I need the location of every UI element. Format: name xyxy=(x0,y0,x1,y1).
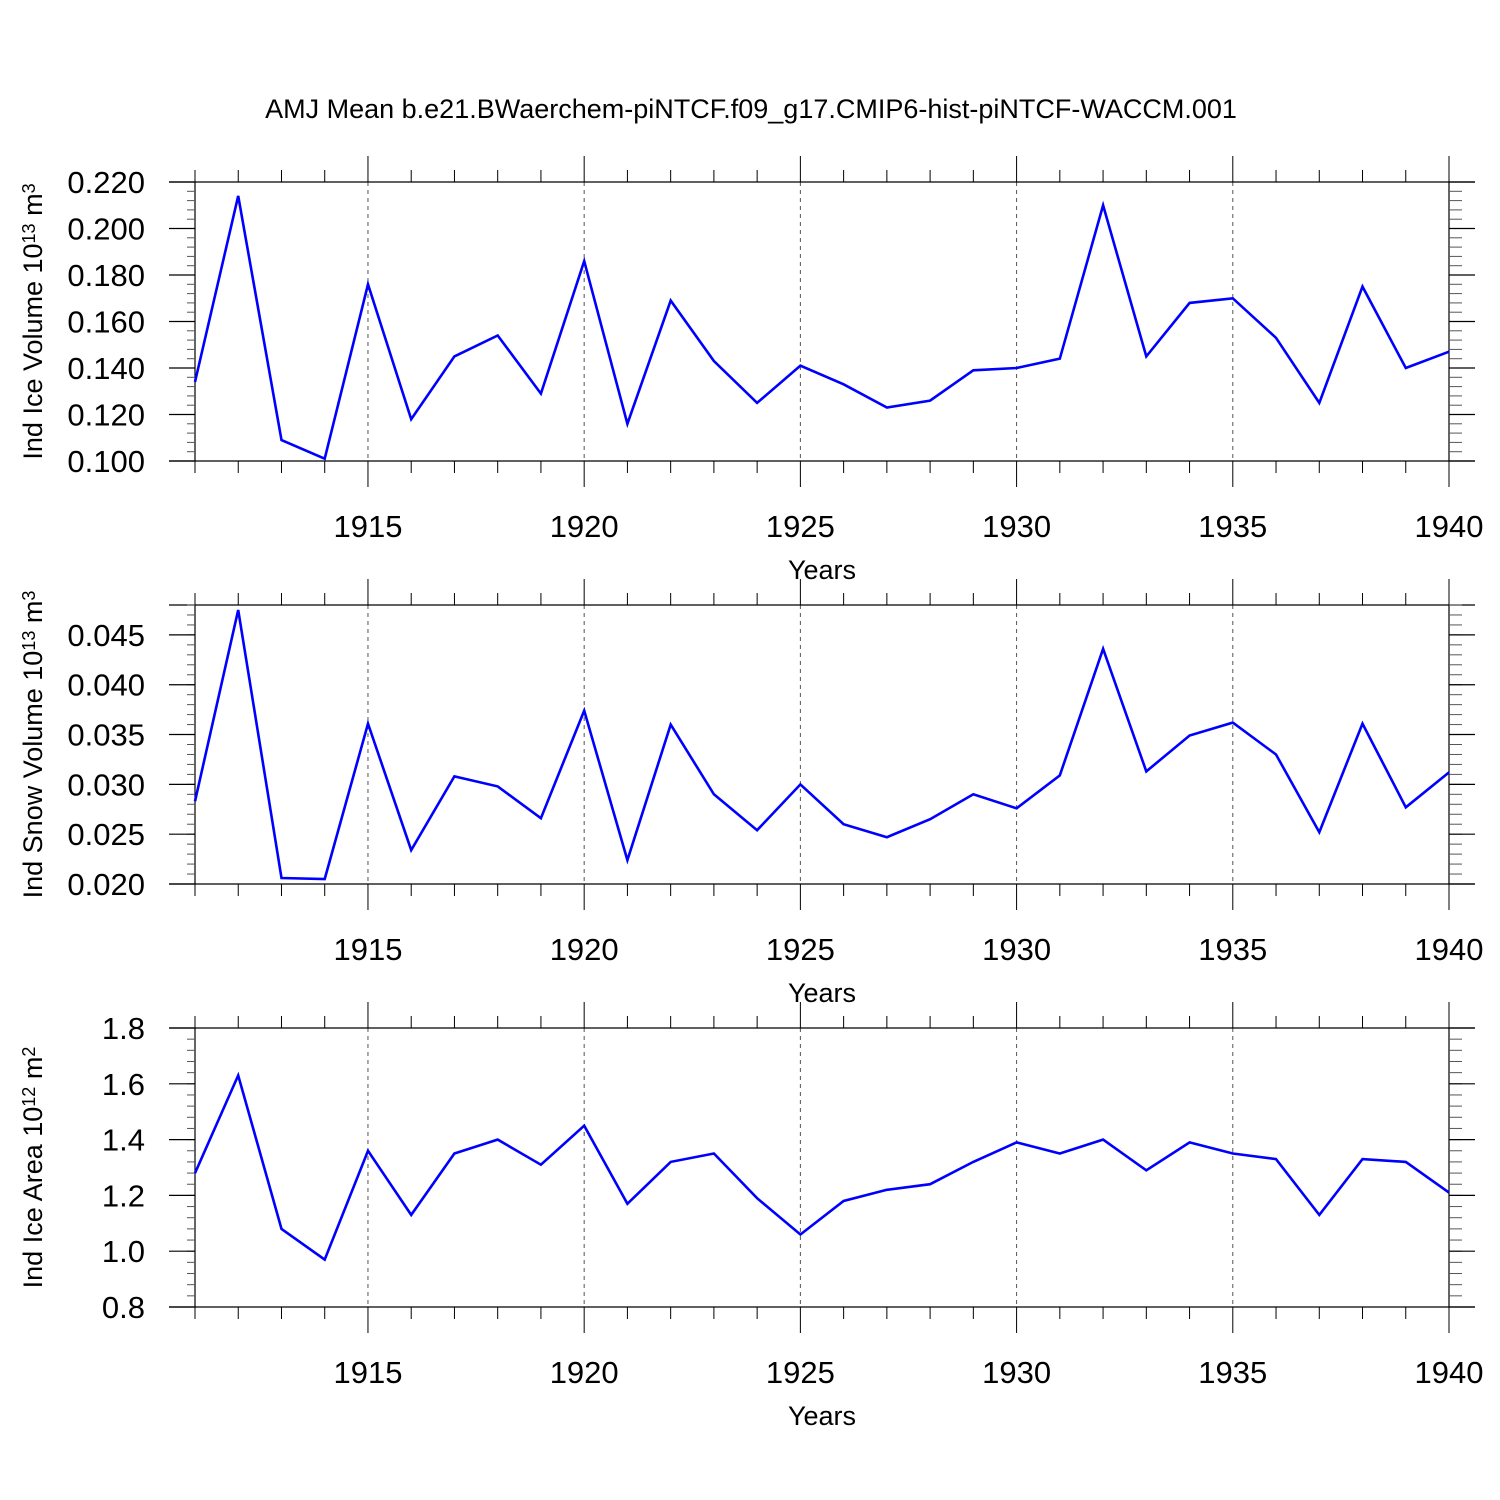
x-axis-label: Years xyxy=(788,1401,856,1431)
y-axis-label-superscript: 3 xyxy=(19,591,39,601)
x-tick-label: 1925 xyxy=(766,932,835,967)
y-tick-label: 1.8 xyxy=(102,1011,145,1046)
y-axis-label-superscript: 3 xyxy=(19,183,39,193)
y-tick-label: 0.020 xyxy=(67,867,145,902)
y-tick-label: 1.6 xyxy=(102,1067,145,1102)
y-axis-label-text: Ind Ice Volume 10 xyxy=(18,243,48,459)
x-tick-label: 1935 xyxy=(1198,1355,1267,1390)
y-axis-label-text: Ind Ice Area 10 xyxy=(18,1107,48,1289)
x-tick-label: 1930 xyxy=(982,1355,1051,1390)
x-tick-label: 1930 xyxy=(982,509,1051,544)
series-line xyxy=(193,609,1450,881)
y-tick-label: 0.180 xyxy=(67,258,145,293)
x-axis-label: Years xyxy=(788,978,856,1008)
x-tick-label: 1920 xyxy=(550,1355,619,1390)
x-tick-label: 1915 xyxy=(333,932,402,967)
y-tick-label: 0.025 xyxy=(67,817,145,852)
y-tick-label: 1.0 xyxy=(102,1234,145,1269)
y-tick-label: 0.030 xyxy=(67,767,145,802)
x-tick-label: 1940 xyxy=(1415,1355,1484,1390)
figure-title: AMJ Mean b.e21.BWaerchem-piNTCF.f09_g17.… xyxy=(265,94,1237,124)
y-axis-label-text: m xyxy=(18,193,48,223)
y-axis-label: Ind Ice Volume 1013 m3 xyxy=(18,183,48,459)
series-line xyxy=(193,1071,1450,1262)
x-tick-label: 1925 xyxy=(766,1355,835,1390)
y-axis-label-text: m xyxy=(18,601,48,631)
x-tick-label: 1935 xyxy=(1198,932,1267,967)
y-tick-label: 0.8 xyxy=(102,1290,145,1325)
y-tick-label: 0.160 xyxy=(67,305,145,340)
x-tick-label: 1930 xyxy=(982,932,1051,967)
x-tick-label: 1915 xyxy=(333,1355,402,1390)
x-tick-label: 1920 xyxy=(550,932,619,967)
y-axis-label-text: Ind Snow Volume 10 xyxy=(18,651,48,899)
y-tick-label: 0.040 xyxy=(67,668,145,703)
y-axis-label-superscript: 13 xyxy=(19,223,39,243)
series-line xyxy=(193,195,1450,461)
y-tick-label: 0.140 xyxy=(67,351,145,386)
y-tick-label: 0.100 xyxy=(67,444,145,479)
x-tick-label: 1940 xyxy=(1415,932,1484,967)
y-tick-label: 0.220 xyxy=(67,165,145,200)
x-tick-label: 1935 xyxy=(1198,509,1267,544)
y-axis-label-text: m xyxy=(18,1057,48,1087)
y-tick-label: 1.2 xyxy=(102,1178,145,1213)
x-tick-label: 1940 xyxy=(1415,509,1484,544)
x-axis-label: Years xyxy=(788,555,856,585)
y-tick-label: 0.200 xyxy=(67,212,145,247)
x-tick-label: 1920 xyxy=(550,509,619,544)
ice-volume-panel: 0.100 0.120 0.140 0.160 0.180 0.200 0.220 1915 1… xyxy=(18,156,1483,585)
y-tick-label: 1.4 xyxy=(102,1123,145,1158)
y-axis-label: Ind Snow Volume 1013 m3 xyxy=(18,591,48,899)
y-axis-label-superscript: 12 xyxy=(19,1087,39,1107)
y-axis-label: Ind Ice Area 1012 m2 xyxy=(18,1047,48,1289)
x-tick-label: 1915 xyxy=(333,509,402,544)
y-tick-label: 0.035 xyxy=(67,718,145,753)
ice-area-panel: 0.8 1.0 1.2 1.4 1.6 1.8 1915 1920 1925 1930 1935 19… xyxy=(18,1002,1483,1431)
y-tick-label: 0.120 xyxy=(67,398,145,433)
y-tick-label: 0.045 xyxy=(67,618,145,653)
snow-volume-panel: 0.020 0.025 0.030 0.035 0.040 0.045 1915 1920 19… xyxy=(18,579,1483,1008)
y-axis-label-superscript: 2 xyxy=(19,1047,39,1057)
x-tick-label: 1925 xyxy=(766,509,835,544)
y-axis-label-superscript: 13 xyxy=(19,631,39,651)
